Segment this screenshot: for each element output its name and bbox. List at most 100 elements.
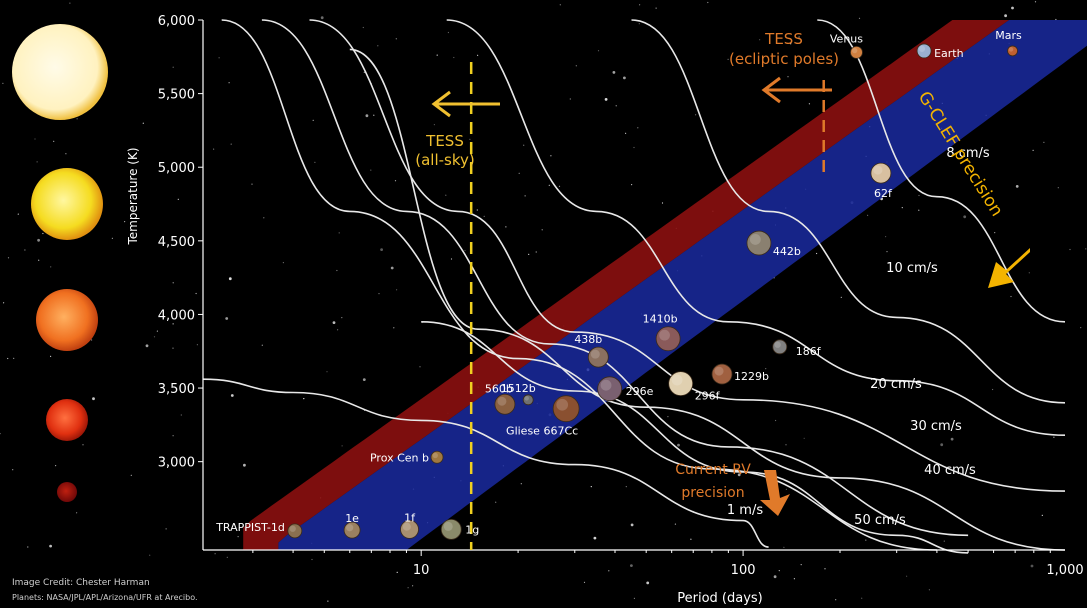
y-axis-title: Temperature (K) xyxy=(126,147,140,245)
background-star xyxy=(172,435,174,437)
rv-curve-label: 8 cm/s xyxy=(946,146,990,161)
background-star xyxy=(1085,248,1087,250)
rv-curve-label: 30 cm/s xyxy=(910,419,962,434)
background-star xyxy=(243,463,246,467)
background-star xyxy=(1057,187,1059,189)
planet-marker xyxy=(711,363,733,385)
background-star xyxy=(370,169,372,171)
background-star xyxy=(314,161,316,163)
background-star xyxy=(1028,272,1030,274)
background-star xyxy=(149,554,151,556)
planet-highlight xyxy=(600,379,612,391)
background-star xyxy=(963,215,967,219)
rv-curve-label: 50 cm/s xyxy=(854,513,906,528)
background-star xyxy=(312,119,314,121)
background-star xyxy=(226,556,228,558)
background-star xyxy=(885,236,887,238)
background-star xyxy=(156,330,158,332)
planet-marker xyxy=(552,395,580,423)
background-star xyxy=(37,238,40,242)
axes: 3,000 3,500 4,000 4,500 5,000 5,500 6,000 10 100… xyxy=(158,14,1084,578)
background-star xyxy=(263,217,265,219)
background-star xyxy=(646,581,650,585)
background-star xyxy=(282,262,284,264)
background-star xyxy=(412,585,414,587)
background-star xyxy=(453,56,455,59)
background-star xyxy=(142,122,144,124)
background-star xyxy=(655,7,657,9)
background-star xyxy=(3,302,5,304)
background-star xyxy=(393,327,395,329)
background-star xyxy=(520,483,522,485)
planet-highlight xyxy=(1008,47,1014,52)
background-star xyxy=(153,336,156,338)
arrow-down-left-icon xyxy=(988,248,1030,288)
planet-marker xyxy=(916,43,932,59)
background-star xyxy=(590,486,592,488)
background-star xyxy=(373,114,375,116)
background-star xyxy=(230,394,234,397)
background-star xyxy=(840,296,842,298)
planet-highlight xyxy=(524,396,529,401)
background-star xyxy=(1041,514,1043,517)
background-star xyxy=(597,50,600,52)
y-tick-label: 3,500 xyxy=(158,382,195,397)
planet-label: 442b xyxy=(773,245,801,258)
planet-marker xyxy=(597,376,623,402)
rv-curve xyxy=(261,19,969,537)
x-tick-label: 10 xyxy=(413,563,430,578)
background-star xyxy=(943,540,945,542)
planet-marker xyxy=(287,523,303,539)
planet-marker xyxy=(668,371,694,397)
background-star xyxy=(583,581,586,584)
band-red xyxy=(243,20,1010,550)
planet-highlight xyxy=(289,525,296,532)
star-icon-g xyxy=(12,24,108,120)
background-star xyxy=(165,528,167,530)
background-star xyxy=(798,36,800,38)
background-star xyxy=(505,226,507,228)
planet-marker xyxy=(746,230,772,256)
background-star xyxy=(394,180,397,182)
background-star xyxy=(196,344,198,346)
background-star xyxy=(92,397,95,401)
background-star xyxy=(631,184,633,186)
planet-highlight xyxy=(774,341,781,348)
background-star xyxy=(326,371,328,373)
background-star xyxy=(773,575,777,579)
star-icon-late-m xyxy=(57,482,77,502)
background-star xyxy=(172,323,174,325)
background-star xyxy=(362,26,364,29)
background-star xyxy=(677,443,680,447)
background-star xyxy=(38,259,40,261)
background-star xyxy=(172,282,174,284)
background-star xyxy=(707,1,709,4)
planet-label: 1e xyxy=(345,512,359,525)
planet-label: Mars xyxy=(995,29,1022,42)
background-star xyxy=(785,444,787,446)
background-star xyxy=(1080,327,1082,329)
planet-marker xyxy=(400,519,419,539)
background-star xyxy=(7,257,10,259)
background-star xyxy=(528,253,530,255)
background-star xyxy=(445,194,447,196)
y-tick-label: 3,000 xyxy=(158,456,195,471)
background-star xyxy=(765,368,767,370)
arrow-left-icon xyxy=(431,90,500,118)
current-rv-label: Current RV precision xyxy=(675,462,751,501)
background-star xyxy=(940,443,944,447)
background-star xyxy=(861,597,863,599)
background-star xyxy=(303,398,305,400)
background-star xyxy=(230,143,232,145)
background-star xyxy=(918,209,920,211)
background-star xyxy=(535,251,537,253)
star-icon-k xyxy=(31,168,103,240)
background-star xyxy=(447,31,449,34)
background-star xyxy=(390,266,394,270)
planet-highlight xyxy=(590,349,600,359)
background-star xyxy=(612,71,616,74)
background-star xyxy=(727,58,729,61)
background-star xyxy=(667,416,669,418)
background-star xyxy=(808,103,811,105)
star-icon-mid-m xyxy=(46,399,88,441)
